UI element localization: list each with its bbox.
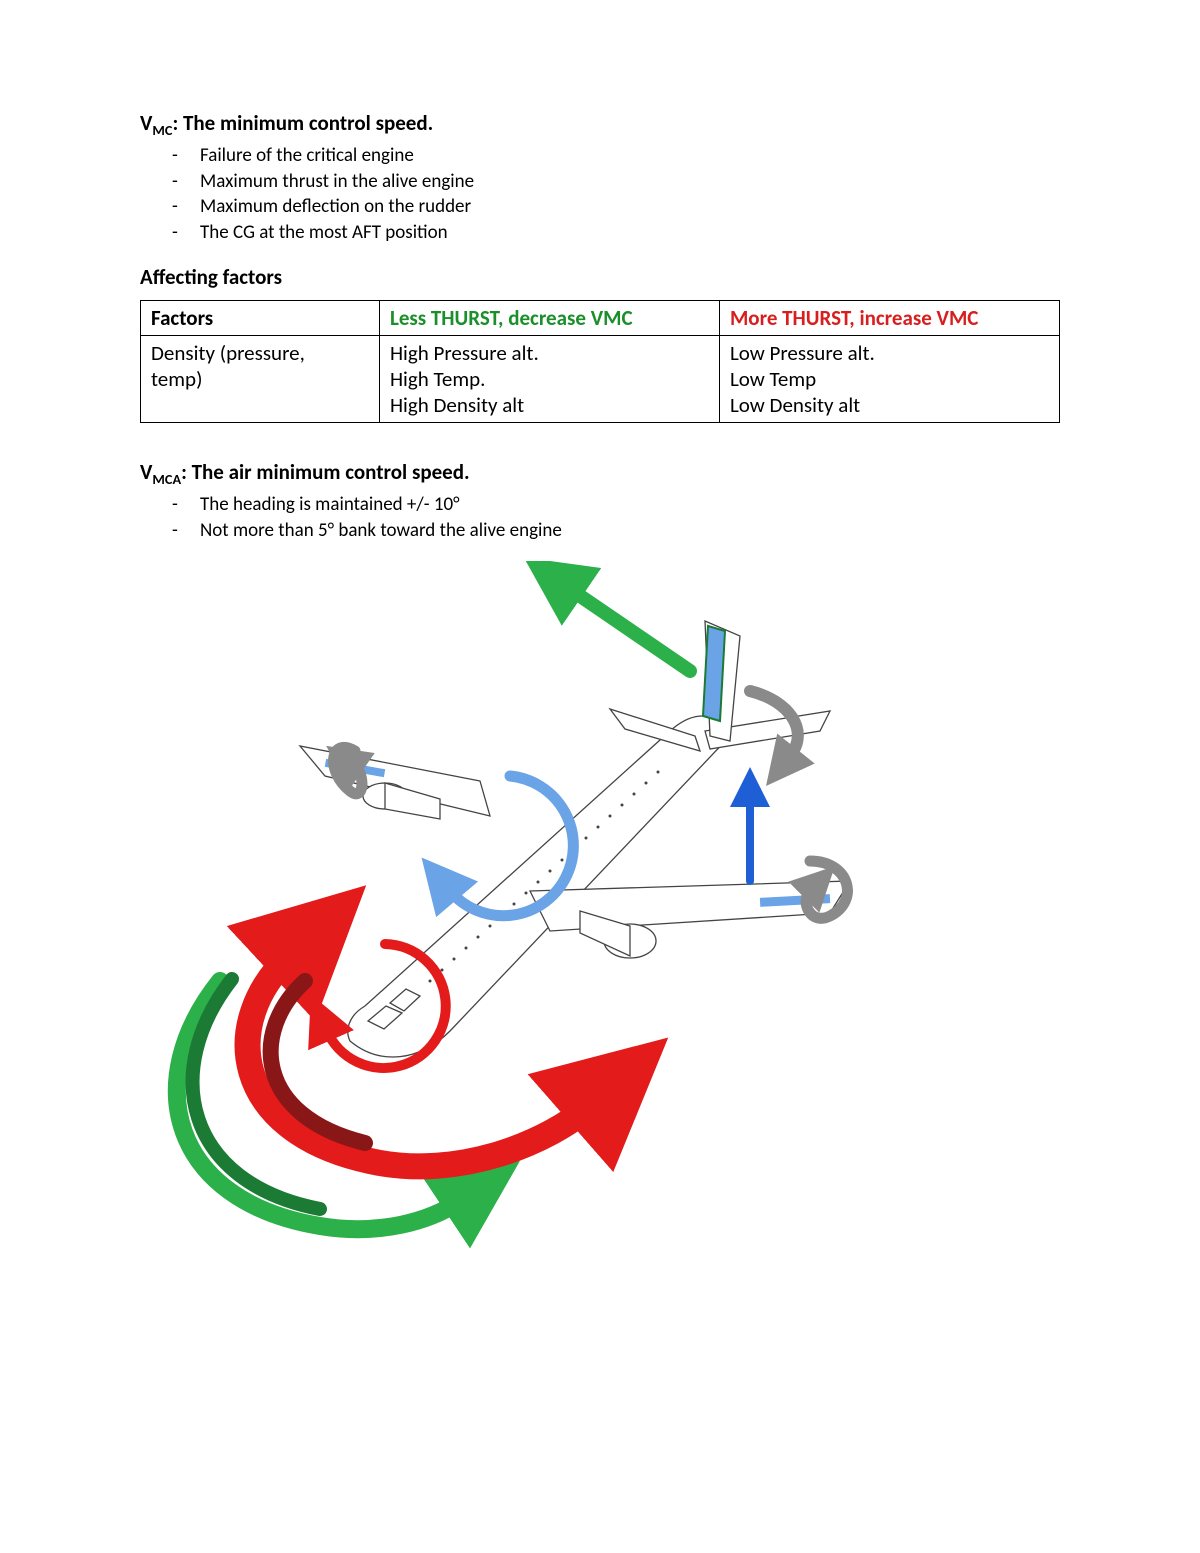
table-header-row: Factors Less THURST, decrease VMC More T…	[141, 300, 1060, 335]
vmca-bullet: The heading is maintained +/- 10°	[200, 492, 1060, 518]
vmc-term-sub: MC	[152, 121, 172, 139]
vmc-heading: VMC: The minimum control speed.	[140, 110, 1060, 139]
cell-line: Density (pressure,	[151, 340, 305, 366]
vmca-bullets: The heading is maintained +/- 10° Not mo…	[140, 492, 1060, 543]
page: VMC: The minimum control speed. Failure …	[0, 0, 1200, 1553]
cell-line: High Density alt	[390, 392, 524, 418]
vmc-bullet: Failure of the critical engine	[200, 143, 1060, 169]
vmc-term-prefix: V	[140, 110, 152, 136]
td-less: High Pressure alt. High Temp. High Densi…	[379, 335, 719, 422]
vmc-bullet: Maximum deflection on the rudder	[200, 194, 1060, 220]
vmca-bullet: Not more than 5° bank toward the alive e…	[200, 518, 1060, 544]
affecting-heading: Affecting factors	[140, 264, 1060, 290]
vmca-heading: VMCA: The air minimum control speed.	[140, 459, 1060, 488]
vmca-term-prefix: V	[140, 459, 152, 485]
vmca-term-sub: MCA	[152, 470, 181, 488]
table-row: Density (pressure, temp) High Pressure a…	[141, 335, 1060, 422]
th-more-prefix: More THURST, increase V	[730, 305, 949, 331]
cell-line: Low Pressure alt.	[730, 340, 875, 366]
vmc-bullet: Maximum thrust in the alive engine	[200, 169, 1060, 195]
th-less-sub: MC	[603, 305, 632, 331]
cell-line: Low Density alt	[730, 392, 860, 418]
factors-table: Factors Less THURST, decrease VMC More T…	[140, 300, 1060, 423]
cell-line: High Pressure alt.	[390, 340, 539, 366]
vmca-term-suffix: : The air minimum control speed.	[181, 459, 470, 485]
th-less-prefix: Less THURST, decrease V	[390, 305, 603, 331]
aircraft-diagram	[150, 561, 930, 1281]
aircraft-svg	[150, 561, 930, 1281]
th-factors: Factors	[141, 300, 380, 335]
vmc-bullet: The CG at the most AFT position	[200, 220, 1060, 246]
td-more: Low Pressure alt. Low Temp Low Density a…	[719, 335, 1059, 422]
vmc-bullets: Failure of the critical engine Maximum t…	[140, 143, 1060, 246]
cell-line: Low Temp	[730, 366, 816, 392]
th-more: More THURST, increase VMC	[719, 300, 1059, 335]
cell-line: temp)	[151, 366, 202, 392]
rudder-force-arrow	[570, 589, 690, 671]
td-factor: Density (pressure, temp)	[141, 335, 380, 422]
th-more-sub: MC	[949, 305, 978, 331]
vmc-term-suffix: : The minimum control speed.	[172, 110, 433, 136]
cell-line: High Temp.	[390, 366, 486, 392]
th-less: Less THURST, decrease VMC	[379, 300, 719, 335]
